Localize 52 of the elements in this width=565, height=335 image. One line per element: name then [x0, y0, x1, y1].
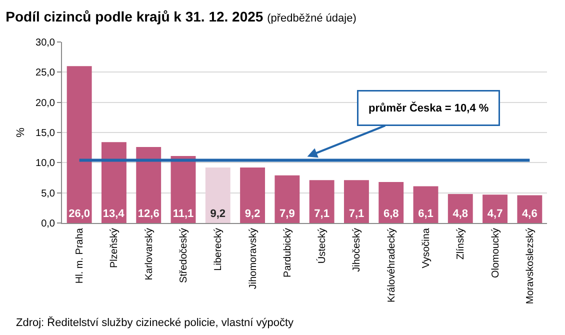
x-tick-label: Jihočeský — [352, 228, 363, 272]
x-tick-label: Ústecký — [316, 228, 328, 264]
x-tick-label: Olomoucký — [490, 228, 502, 278]
y-tick-label: 5,0 — [41, 188, 56, 200]
data-label: 12,6 — [138, 208, 160, 220]
bar — [413, 186, 438, 223]
chart-title: Podíl cizinců podle krajů k 31. 12. 2025 — [6, 8, 264, 25]
bar — [482, 194, 508, 223]
x-tick-label: Středočeský — [178, 228, 190, 284]
ref-line-label: průměr Česka = 10,4 % — [368, 102, 489, 114]
text: Zdroj: Ředitelství služby cizinecké policie, vlastní výpočty — [16, 316, 294, 329]
data-label: 7,1 — [314, 208, 330, 220]
x-tick-label: Liberecký — [213, 228, 224, 271]
x-tick-label: Plzeňský — [109, 228, 120, 268]
x-tick-label: Zlínský — [456, 228, 467, 260]
y-tick-label: 0,0 — [41, 218, 56, 230]
data-label: 11,1 — [172, 208, 194, 220]
x-tick-label: Moravskoslezský — [524, 228, 536, 304]
bar — [240, 167, 266, 223]
bar — [101, 142, 126, 223]
chart-subtitle: (předběžné údaje) — [267, 12, 356, 25]
bar — [378, 182, 404, 223]
bar — [66, 66, 92, 223]
bar — [205, 167, 230, 223]
bar — [274, 175, 300, 223]
y-tick-label: 10,0 — [36, 158, 56, 170]
bar — [448, 194, 473, 223]
data-label: 13,4 — [102, 208, 126, 220]
data-label: 4,7 — [487, 208, 503, 220]
x-tick-label: Karlovarský — [144, 228, 155, 280]
x-tick-label: Hl. m. Praha — [74, 228, 86, 284]
y-tick-label: 15,0 — [36, 128, 56, 139]
data-label: 6,8 — [383, 208, 399, 220]
y-tick-label: 30,0 — [36, 38, 56, 48]
bar — [136, 146, 162, 223]
data-label: 9,2 — [244, 208, 260, 220]
data-label: 4,8 — [452, 208, 468, 220]
bar — [344, 180, 369, 223]
data-label: 26,0 — [68, 208, 90, 220]
x-tick-label: Jihomoravský — [248, 228, 259, 290]
data-label: 7,9 — [280, 208, 295, 220]
data-label: 4,6 — [522, 208, 538, 220]
x-tick-label: Královéhradecký — [386, 228, 398, 302]
data-label: 6,1 — [418, 208, 434, 220]
y-tick-label: 25,0 — [36, 68, 56, 79]
y-tick-label: 20,0 — [36, 98, 56, 109]
y-axis-title: % — [15, 127, 28, 138]
x-tick-label: Vysočina — [421, 228, 432, 268]
x-tick-label: Pardubický — [282, 228, 294, 278]
bar — [309, 180, 334, 223]
data-label: 9,2 — [210, 208, 226, 220]
data-label: 7,1 — [348, 208, 364, 220]
